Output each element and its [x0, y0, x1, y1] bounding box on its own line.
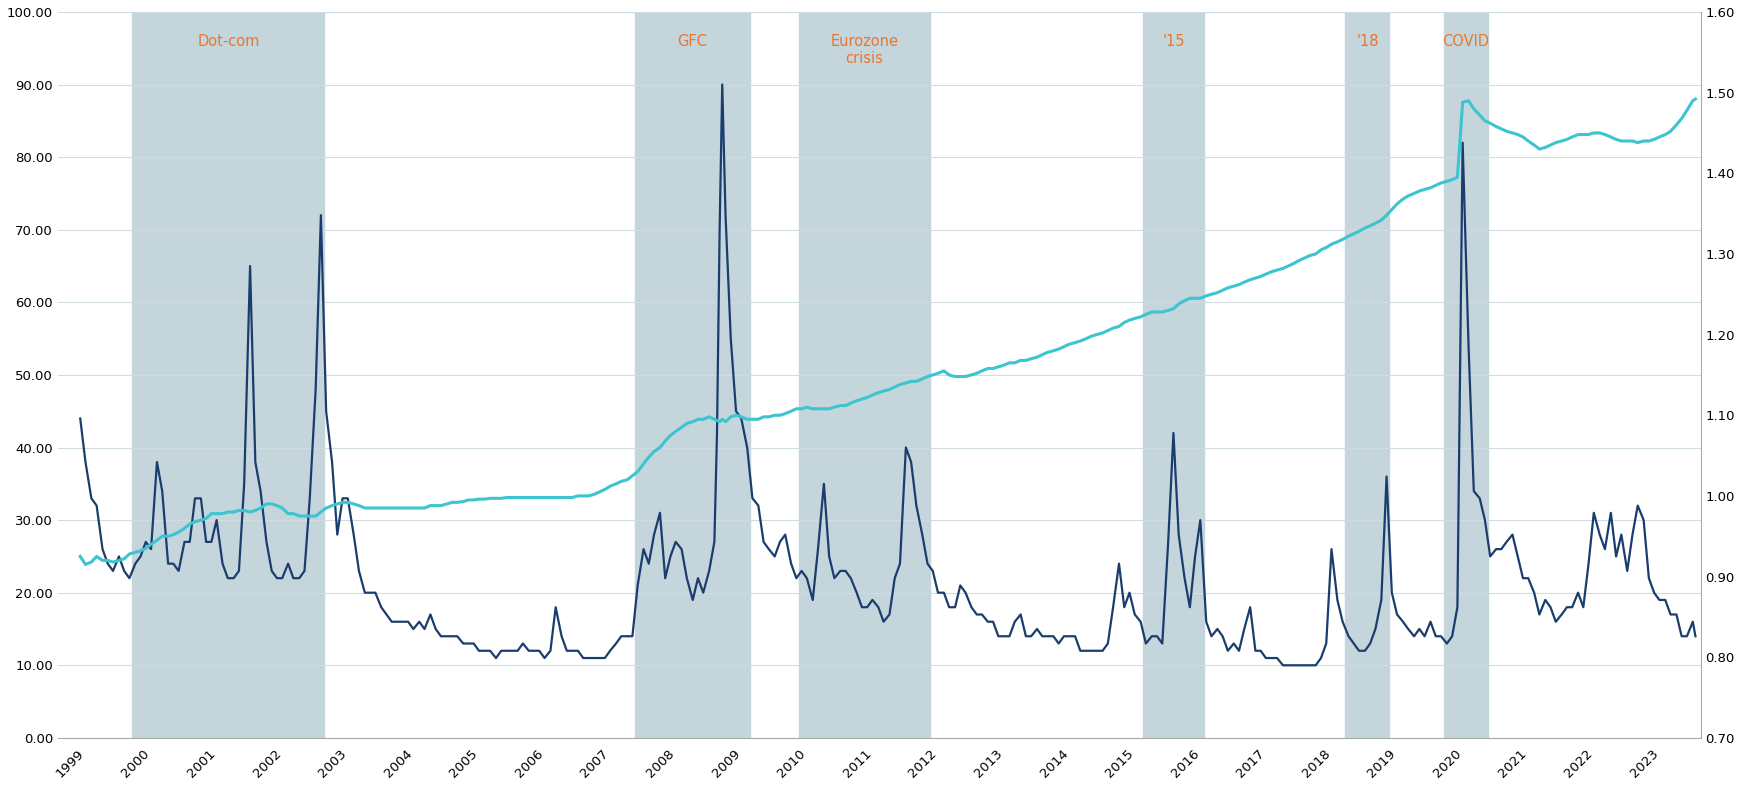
Bar [636, 12, 749, 738]
Text: Dot-com: Dot-com [197, 34, 260, 49]
Bar [1444, 12, 1488, 738]
Text: Eurozone
crisis: Eurozone crisis [831, 34, 899, 66]
Text: '18: '18 [1357, 34, 1380, 49]
Bar [132, 12, 324, 738]
Text: GFC: GFC [678, 34, 707, 49]
Bar [1143, 12, 1204, 738]
Bar [1345, 12, 1388, 738]
Bar [800, 12, 930, 738]
Text: '15: '15 [1162, 34, 1185, 49]
Text: COVID: COVID [1442, 34, 1489, 49]
